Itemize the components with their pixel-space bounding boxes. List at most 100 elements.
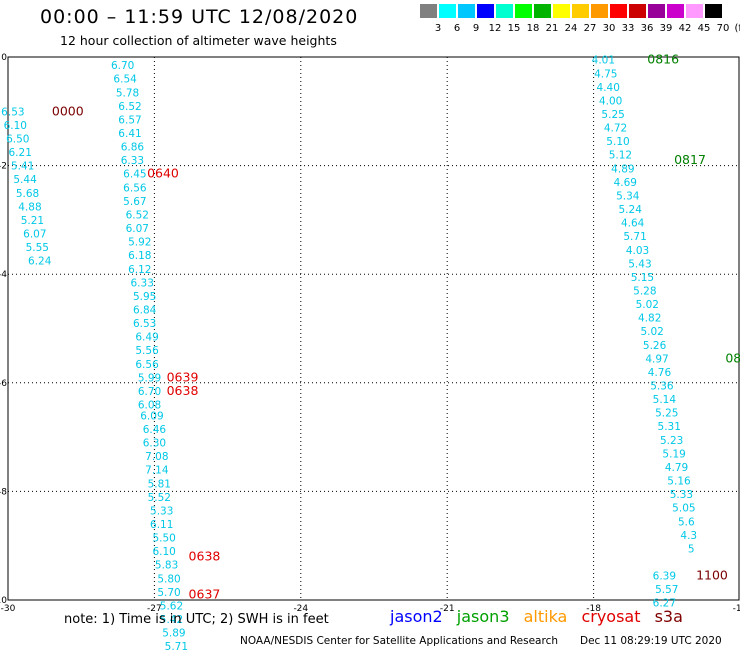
swh-label: 6.46: [143, 424, 167, 436]
swh-label: 5.21: [21, 215, 44, 227]
legend-jason3: jason3: [456, 607, 510, 626]
color-swatch: [534, 4, 551, 18]
swh-label: 4.75: [594, 68, 617, 80]
swh-label: 5.33: [150, 505, 173, 517]
swh-label: 6.84: [133, 304, 157, 316]
color-swatch: [458, 4, 475, 18]
swh-label: 6.33: [121, 155, 144, 167]
legend-s3a: s3a: [654, 607, 683, 626]
swh-label: 6.56: [135, 359, 159, 371]
swh-label: 5.43: [628, 258, 651, 270]
swh-label: 5.92: [128, 237, 151, 249]
swh-label: 6.70: [111, 60, 134, 72]
swh-label: 5.19: [662, 448, 685, 460]
time-label: 0637: [189, 587, 221, 602]
swh-label: 6.11: [150, 519, 173, 531]
y-tick-label: -10: [0, 596, 7, 606]
swh-label: 4.82: [638, 313, 661, 325]
swh-label: 6.21: [9, 147, 32, 159]
color-scale-label: (ft): [734, 23, 740, 34]
swh-label: 5.05: [672, 503, 695, 515]
swh-label: 4.76: [648, 367, 672, 379]
swh-label: 4.01: [592, 55, 615, 67]
swh-label: 5.50: [152, 533, 175, 545]
swh-label: 6.09: [140, 410, 163, 422]
color-scale-label: 70: [716, 23, 730, 34]
swh-label: 6.57: [118, 114, 141, 126]
swh-label: 5.31: [658, 421, 681, 433]
swh-label: 5.14: [653, 394, 677, 406]
swh-label: 4.00: [599, 95, 622, 107]
swh-label: 4.3: [680, 530, 697, 542]
swh-label: 5.23: [660, 435, 683, 447]
swh-label: 6.24: [28, 256, 52, 268]
swh-label: 6.10: [4, 120, 27, 132]
swh-label: 5.42: [160, 614, 183, 626]
satellite-legend: jason2 jason3 altika cryosat s3a: [390, 607, 692, 626]
color-swatch: [439, 4, 456, 18]
swh-label: 5.57: [655, 584, 678, 596]
color-scale-label: 45: [697, 23, 711, 34]
time-label: 1100: [696, 568, 728, 583]
swh-label: 5.83: [155, 560, 178, 572]
color-scale-label: 12: [488, 23, 502, 34]
swh-label: 5.67: [123, 196, 146, 208]
legend-altika: altika: [523, 607, 568, 626]
swh-label: 5.68: [16, 188, 39, 200]
swh-label: 5.26: [643, 340, 667, 352]
swh-label: 5: [688, 543, 695, 555]
swh-label: 6.10: [152, 546, 175, 558]
swh-label: 5.56: [135, 345, 159, 357]
color-scale-label: 24: [564, 23, 578, 34]
swh-label: 6.45: [123, 169, 146, 181]
x-tick-label: -15: [733, 604, 740, 614]
color-scale-label: 18: [526, 23, 540, 34]
swh-label: 5.52: [148, 492, 171, 504]
color-swatch: [553, 4, 570, 18]
swh-label: 6.08: [138, 400, 161, 412]
swh-label: 6.70: [138, 386, 161, 398]
time-label: 0638: [189, 549, 221, 564]
swh-label: 6.07: [126, 223, 149, 235]
swh-label: 5.95: [133, 291, 156, 303]
swh-label: 5.55: [26, 242, 49, 254]
swh-label: 4.03: [626, 245, 649, 257]
color-scale-label: 39: [659, 23, 673, 34]
legend-jason2: jason2: [390, 607, 443, 626]
swh-label: 4.79: [665, 462, 688, 474]
y-tick-label: -4: [0, 270, 7, 280]
swh-label: 7.08: [145, 451, 168, 463]
color-swatch: [420, 4, 437, 18]
swh-label: 5.71: [165, 641, 188, 650]
y-tick-label: 0: [1, 53, 7, 63]
swh-label: 5.78: [116, 87, 139, 99]
swh-label: 6.18: [128, 250, 151, 262]
color-swatch: [572, 4, 589, 18]
color-swatch: [667, 4, 684, 18]
swh-label: 6.54: [113, 74, 137, 86]
swh-label: 5.16: [667, 476, 691, 488]
swh-label: 6.07: [23, 228, 46, 240]
swh-label: 5.41: [11, 161, 34, 173]
x-tick-label: -21: [440, 604, 455, 614]
swh-label: 5.24: [619, 204, 643, 216]
swh-label: 4.64: [621, 218, 645, 230]
swh-label: 5.36: [650, 381, 674, 393]
swh-label: 6.53: [1, 106, 24, 118]
color-swatch: [610, 4, 627, 18]
swh-label: 5.81: [148, 478, 171, 490]
swh-label: 4.72: [604, 123, 627, 135]
units-note: note: 1) Time is in UTC; 2) SWH is in fe…: [64, 612, 329, 627]
credit-line: NOAA/NESDIS Center for Satellite Applica…: [240, 635, 558, 647]
color-scale-label: 15: [507, 23, 521, 34]
swh-label: 5.12: [609, 150, 632, 162]
y-tick-label: -2: [0, 162, 7, 172]
swh-label: 6.56: [123, 182, 147, 194]
color-scale-label: 3: [434, 23, 442, 34]
swh-label: 5.28: [633, 285, 656, 297]
swh-label: 5.34: [616, 190, 640, 202]
render-timestamp: Dec 11 08:29:19 UTC 2020: [580, 635, 722, 647]
map-frame: [7, 56, 740, 601]
color-scale-label: 30: [602, 23, 616, 34]
